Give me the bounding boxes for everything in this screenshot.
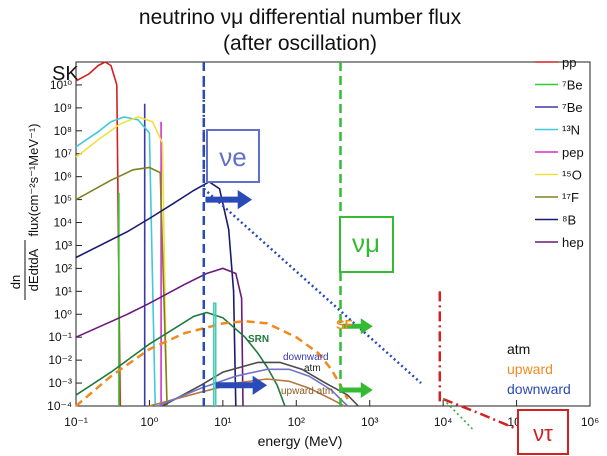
arrow-head — [237, 190, 253, 210]
legend-entry-6: ¹⁷F — [535, 190, 579, 205]
y-tick-label: 10⁸ — [54, 124, 72, 138]
nu-mu-box-label: νμ — [352, 228, 380, 258]
legend-label: pep — [562, 145, 584, 160]
y-tick-label: 10⁻² — [48, 353, 72, 367]
mu-arrow-3 — [342, 381, 373, 398]
nu-mu-box-frame — [339, 216, 394, 273]
y-tick-label: 10⁻³ — [48, 376, 72, 390]
y-axis-units: flux(cm⁻²s⁻¹MeV⁻¹) — [26, 123, 41, 236]
legend-entry-3: ¹³N — [535, 123, 580, 138]
y-tick-label: 10¹ — [55, 284, 72, 298]
arrow-head — [360, 318, 373, 335]
legend-label: hep — [562, 235, 584, 250]
legend-entry-8: hep — [535, 235, 584, 250]
legend-entry-2: ⁷Be — [535, 100, 583, 115]
nu-e-box-label: νe — [219, 142, 246, 172]
annotation-upward-atm: upward atm — [281, 386, 333, 397]
nu-tau-box-frame — [517, 409, 569, 455]
y-tick-label: 10⁶ — [54, 170, 72, 184]
legend-entry-7: ⁸B — [535, 213, 576, 228]
legend-entry-0: pp — [535, 55, 576, 70]
annotation-atm: atm — [304, 363, 321, 374]
nu-e-box-frame — [206, 129, 260, 183]
y-axis-label: dn dEdtdA flux(cm⁻²s⁻¹MeV⁻¹) — [8, 123, 41, 300]
legend-atm-item: atm — [507, 341, 530, 357]
legend-atm-upward: upward — [507, 361, 553, 377]
y-tick-label: 10⁵ — [54, 193, 72, 207]
detector-label: SK — [52, 63, 79, 85]
y-axis-fraction-top: dn — [8, 275, 23, 289]
plot-frame — [75, 61, 591, 407]
series-sf — [75, 319, 349, 407]
y-tick-label: 10⁻¹ — [48, 330, 72, 344]
series-b — [75, 180, 237, 407]
series-n — [75, 116, 156, 407]
legend-atm: atm upward downward — [507, 341, 571, 397]
series-tau-secondary — [442, 398, 473, 430]
legend-label: pp — [562, 55, 576, 70]
series-o — [75, 116, 168, 407]
guide-e-slope — [202, 187, 422, 384]
series-layer — [75, 61, 518, 431]
legend-entry-4: pep — [535, 145, 584, 160]
chart-title-line2: (after oscillation) — [223, 32, 377, 55]
x-axis-label: energy (MeV) — [258, 433, 343, 449]
y-tick-label: 10⁻⁴ — [47, 399, 72, 413]
y-axis-ticks: 10⁻⁴ 10⁻³ 10⁻² 10⁻¹ 10⁰ 10¹ 10² 10³ 10⁴ 10⁵ 10⁶ 10⁷… — [47, 78, 82, 413]
x-tick-label: 10¹ — [214, 415, 231, 429]
y-tick-label: 10² — [55, 261, 72, 275]
plot-area: 10⁻¹ 10⁰ 10¹ 10² 10³ 10⁴ 10⁵ 10⁶ 10⁻⁴10⁻³10⁻²10… — [47, 61, 599, 431]
nu-tau-box-label: ντ — [533, 421, 553, 446]
y-tick-label: 10⁷ — [54, 147, 72, 161]
series-srn-spike — [212, 302, 217, 406]
legend-entry-5: ¹⁵O — [535, 168, 582, 183]
y-tick-label: 10¹⁰ — [50, 78, 72, 92]
legend-label: ¹⁵O — [562, 168, 582, 183]
chart-title-line1: neutrino νμ differential number flux — [139, 6, 462, 29]
x-tick-label: 10⁶ — [581, 415, 599, 429]
y-tick-label: 10⁴ — [53, 216, 72, 230]
legend-label: ⁷Be — [562, 78, 583, 93]
series-tau — [442, 397, 518, 431]
x-tick-label: 10³ — [361, 415, 378, 429]
nu-mu-box: νμ — [339, 216, 394, 273]
arrow-head — [252, 375, 268, 395]
series-downward-atm — [157, 368, 349, 407]
y-axis-fraction-bottom: dEdtdA — [26, 248, 41, 291]
x-tick-label: 10² — [288, 415, 305, 429]
y-tick-label: 10⁰ — [54, 307, 72, 321]
series-pp — [75, 61, 121, 407]
y-tick-label: 10⁹ — [54, 101, 73, 115]
nu-e-box: νe — [206, 129, 260, 183]
e-arrow-low — [215, 375, 268, 395]
annotation-downward: downward — [283, 352, 329, 363]
legend-label: ¹³N — [562, 123, 580, 138]
legend-label: ⁷Be — [562, 100, 583, 115]
legend-entry-1: ⁷Be — [535, 78, 583, 93]
series-upward-atm — [149, 378, 345, 407]
x-tick-label: 10⁻¹ — [64, 415, 88, 429]
x-tick-label: 10⁰ — [140, 415, 158, 429]
legend-label: ¹⁷F — [562, 190, 579, 205]
mu-arrow-1 — [342, 318, 373, 335]
arrow-head — [360, 381, 373, 398]
legend-atm-downward: downward — [507, 381, 571, 397]
annotation-srn: SRN — [248, 334, 269, 345]
y-tick-label: 10³ — [55, 238, 72, 252]
x-axis-ticks: 10⁻¹ 10⁰ 10¹ 10² 10³ 10⁴ 10⁵ 10⁶ — [64, 400, 599, 429]
nu-tau-box: ντ — [517, 409, 569, 455]
e-arrow — [205, 190, 253, 210]
legend-sources: pp ⁷Be ⁷Be ¹³N pep ¹⁵O ¹⁷F ⁸B hep — [535, 55, 584, 250]
x-tick-label: 10⁴ — [434, 415, 453, 429]
legend-label: ⁸B — [562, 213, 576, 228]
series-hep — [75, 267, 244, 407]
annotation-sf: SF — [336, 317, 353, 332]
